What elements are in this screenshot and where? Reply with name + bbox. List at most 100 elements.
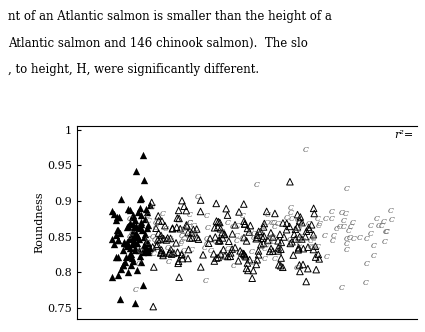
Point	[283, 227, 290, 232]
Point	[255, 248, 262, 254]
Point	[213, 218, 220, 224]
Point	[143, 239, 150, 244]
Point	[300, 246, 307, 251]
Text: C: C	[152, 236, 158, 244]
Point	[122, 254, 129, 260]
Point	[144, 240, 151, 246]
Point	[260, 224, 267, 230]
Text: C: C	[270, 237, 276, 246]
Text: C: C	[337, 223, 343, 231]
Text: C: C	[346, 227, 352, 235]
Point	[140, 249, 147, 255]
Point	[244, 268, 251, 273]
Point	[176, 275, 182, 280]
Point	[169, 225, 176, 231]
Point	[254, 232, 261, 238]
Point	[169, 226, 176, 231]
Point	[278, 247, 284, 252]
Point	[144, 209, 150, 215]
Text: C: C	[145, 239, 151, 247]
Point	[128, 252, 134, 257]
Point	[142, 245, 149, 250]
Point	[168, 252, 175, 257]
Text: C: C	[379, 222, 385, 230]
Point	[316, 256, 323, 262]
Text: , to height, H, were significantly different.: , to height, H, were significantly diffe…	[8, 63, 260, 76]
Text: C: C	[364, 235, 370, 243]
Point	[142, 231, 149, 236]
Text: C: C	[288, 204, 294, 212]
Point	[312, 244, 319, 249]
Text: C: C	[186, 219, 192, 227]
Point	[110, 211, 117, 216]
Point	[126, 237, 133, 242]
Point	[211, 225, 218, 230]
Point	[217, 251, 224, 257]
Point	[280, 220, 286, 226]
Point	[130, 259, 137, 264]
Point	[141, 247, 147, 252]
Point	[157, 250, 164, 256]
Text: C: C	[387, 208, 393, 215]
Text: C: C	[347, 234, 353, 242]
Text: C: C	[363, 260, 369, 268]
Point	[217, 226, 224, 231]
Point	[195, 236, 202, 242]
Point	[216, 220, 223, 225]
Text: C: C	[383, 228, 389, 236]
Point	[241, 218, 247, 224]
Text: C: C	[289, 215, 294, 223]
Text: C: C	[137, 247, 143, 255]
Point	[303, 279, 309, 284]
Point	[243, 238, 250, 244]
Point	[115, 237, 122, 243]
Point	[254, 257, 261, 263]
Text: C: C	[145, 217, 151, 225]
Point	[184, 256, 191, 261]
Text: C: C	[230, 262, 236, 270]
Text: C: C	[329, 237, 335, 245]
Text: C: C	[284, 214, 290, 222]
Point	[303, 228, 310, 234]
Text: C: C	[153, 224, 159, 232]
Point	[210, 251, 217, 257]
Point	[121, 240, 128, 245]
Point	[224, 212, 231, 218]
Point	[279, 265, 286, 270]
Text: C: C	[169, 245, 175, 253]
Point	[128, 232, 135, 238]
Point	[141, 242, 148, 247]
Point	[194, 235, 201, 240]
Point	[254, 235, 261, 240]
Text: C: C	[187, 211, 193, 219]
Text: C: C	[129, 230, 135, 238]
Text: C: C	[357, 234, 363, 242]
Point	[120, 263, 127, 268]
Text: C: C	[192, 232, 198, 240]
Point	[305, 245, 312, 250]
Point	[249, 276, 255, 281]
Text: C: C	[287, 209, 293, 217]
Point	[291, 232, 298, 237]
Text: C: C	[254, 181, 260, 189]
Point	[145, 222, 152, 228]
Point	[305, 225, 312, 230]
Point	[126, 253, 133, 258]
Text: C: C	[293, 264, 299, 273]
Point	[275, 262, 282, 268]
Text: C: C	[133, 286, 139, 294]
Point	[109, 274, 116, 279]
Point	[289, 239, 295, 244]
Point	[175, 261, 181, 266]
Point	[241, 202, 247, 207]
Point	[253, 262, 260, 267]
Point	[132, 300, 139, 306]
Text: C: C	[272, 255, 278, 263]
Point	[138, 212, 145, 218]
Text: C: C	[376, 222, 382, 230]
Text: C: C	[309, 244, 314, 252]
Text: C: C	[348, 223, 354, 231]
Text: nt of an Atlantic salmon is smaller than the height of a: nt of an Atlantic salmon is smaller than…	[8, 10, 332, 23]
Text: Atlantic salmon and 146 chinook salmon).  The slo: Atlantic salmon and 146 chinook salmon).…	[8, 37, 309, 49]
Point	[221, 253, 228, 258]
